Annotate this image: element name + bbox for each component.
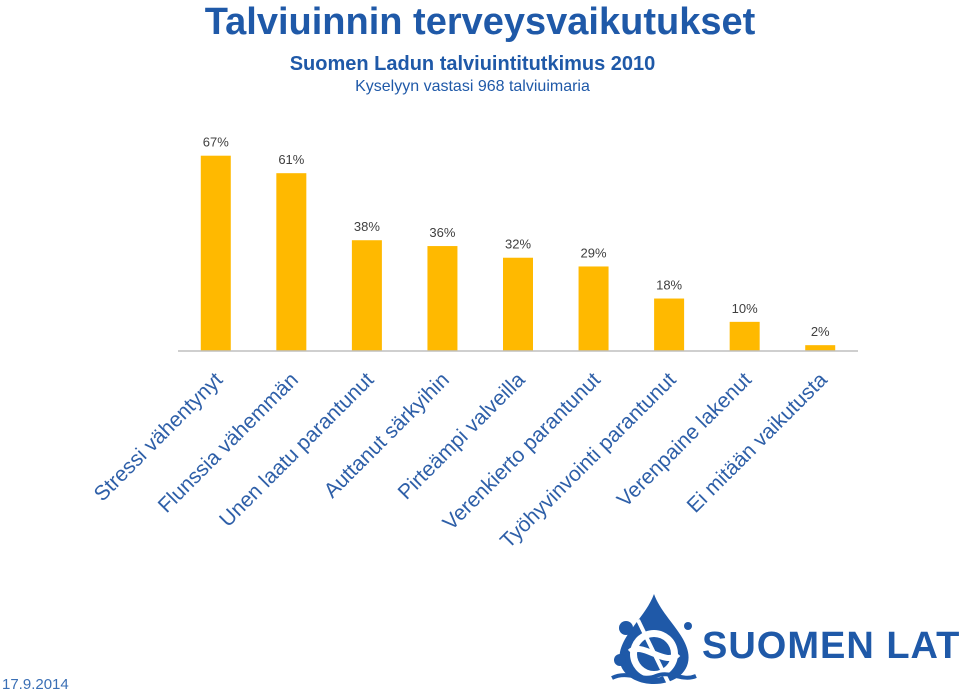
bar-chart: 67% 61% 38% 36% 32% 29% 18% 10% 2% Stressi vähen… [90, 135, 858, 553]
value-label-4: 36% [429, 225, 455, 240]
category-label-5: Pirteämpi valveilla [394, 368, 530, 504]
bar-4 [427, 246, 458, 351]
bar-2 [276, 173, 307, 351]
category-label-4: Auttanut särkyihin [320, 368, 454, 502]
bar-7 [654, 298, 685, 351]
brand-name: SUOMEN LATU [702, 625, 960, 667]
bar-6 [578, 266, 609, 351]
bars-group [200, 155, 836, 351]
suomen-latu-logo-icon [611, 594, 697, 686]
value-label-6: 29% [581, 245, 607, 260]
value-label-1: 67% [203, 135, 229, 150]
category-label-3: Unen laatu parantunut [215, 368, 378, 531]
bar-5 [503, 257, 533, 351]
category-label-8: Verenpaine lakenut [613, 368, 757, 512]
chart-subtitle: Suomen Ladun talviuintitutkimus 2010 [289, 53, 656, 75]
bar-1 [200, 155, 231, 351]
category-label-9: Ei mitään vaikutusta [683, 368, 832, 517]
bar-8 [729, 321, 760, 351]
value-label-8: 10% [732, 301, 758, 316]
bar-9 [805, 345, 836, 351]
value-label-5: 32% [505, 237, 531, 252]
value-label-7: 18% [656, 278, 682, 293]
value-label-2: 61% [278, 152, 304, 167]
bar-3 [351, 240, 382, 351]
chart-title: Talviuinnin terveysvaikutukset [204, 1, 756, 43]
value-label-9: 2% [811, 324, 830, 339]
respondent-note: Kyselyyn vastasi 968 talviuimaria [355, 78, 590, 95]
category-label-2: Flunssia vähemmän [154, 368, 303, 517]
category-label-1: Stressi vähentynyt [90, 368, 228, 506]
slide-date: 17.9.2014 [2, 676, 69, 693]
value-labels-group: 67% 61% 38% 36% 32% 29% 18% 10% 2% [203, 135, 830, 339]
value-label-3: 38% [354, 219, 380, 234]
